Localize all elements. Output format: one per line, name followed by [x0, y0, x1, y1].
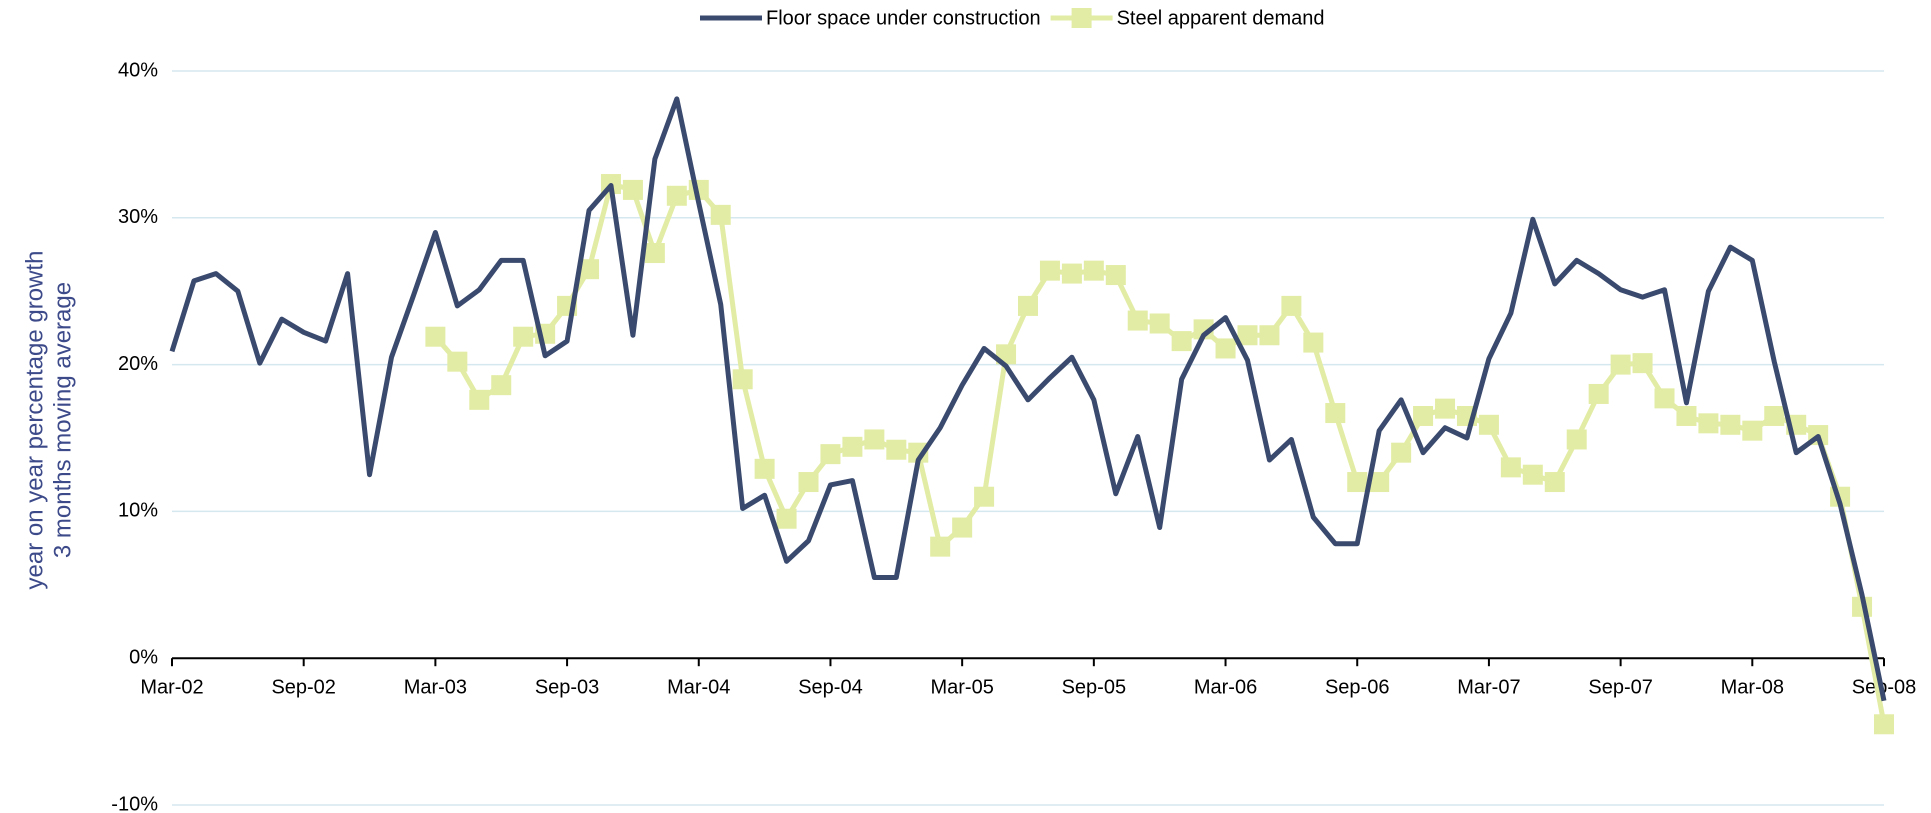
marker	[754, 458, 775, 479]
x-tick-label: Sep-03	[535, 676, 600, 698]
marker	[864, 429, 885, 450]
marker	[974, 486, 995, 507]
x-tick-label: Mar-03	[404, 676, 467, 698]
marker	[1500, 457, 1521, 478]
marker	[1061, 263, 1082, 284]
x-tick-label: Sep-07	[1588, 676, 1653, 698]
marker	[425, 326, 446, 347]
x-tick-label: Mar-08	[1721, 676, 1784, 698]
legend-label: Steel apparent demand	[1117, 7, 1325, 29]
y-tick-label: 0%	[129, 646, 158, 668]
y-tick-label: -10%	[111, 793, 158, 813]
marker	[908, 442, 929, 463]
y-axis-label: year on year percentage growth	[21, 251, 48, 590]
marker	[1149, 313, 1170, 334]
marker	[579, 259, 600, 280]
marker	[491, 375, 512, 396]
marker	[469, 389, 490, 410]
marker	[1171, 331, 1192, 352]
marker	[447, 351, 468, 372]
marker	[1544, 472, 1565, 493]
marker	[798, 472, 819, 493]
marker	[952, 517, 973, 538]
marker	[1039, 260, 1060, 281]
x-tick-label: Sep-06	[1325, 676, 1390, 698]
marker	[1698, 413, 1719, 434]
marker	[1215, 338, 1236, 359]
marker	[644, 243, 665, 264]
marker	[1742, 420, 1763, 441]
marker	[1237, 325, 1258, 346]
marker	[1720, 414, 1741, 435]
marker	[1259, 325, 1280, 346]
marker	[622, 179, 643, 200]
marker	[1676, 405, 1697, 426]
y-tick-label: 20%	[118, 353, 158, 375]
marker	[1018, 295, 1038, 316]
marker	[1127, 310, 1148, 331]
marker	[1588, 383, 1609, 404]
marker	[820, 444, 841, 465]
y-axis-label: 3 months moving average	[49, 282, 76, 558]
x-tick-label: Sep-04	[798, 676, 863, 698]
marker	[1435, 398, 1456, 419]
marker	[1083, 260, 1104, 281]
marker	[1303, 332, 1324, 353]
marker	[842, 436, 863, 457]
marker	[1281, 295, 1302, 316]
marker	[886, 439, 907, 460]
line	[169, 96, 1887, 702]
marker	[1654, 388, 1675, 409]
marker	[1632, 353, 1653, 374]
marker	[513, 326, 534, 347]
x-tick-label: Mar-04	[667, 676, 730, 698]
marker	[930, 536, 951, 557]
marker	[1566, 429, 1587, 450]
marker	[710, 204, 731, 225]
x-tick-label: Mar-02	[140, 676, 203, 698]
y-tick-label: 30%	[118, 206, 158, 228]
legend-label: Floor space under construction	[766, 7, 1041, 29]
marker	[1347, 472, 1368, 493]
marker	[1391, 442, 1412, 463]
marker	[1874, 714, 1894, 735]
line	[433, 181, 1887, 725]
marker	[1522, 464, 1543, 485]
marker	[1369, 472, 1390, 493]
y-tick-label: 10%	[118, 500, 158, 522]
marker	[1610, 354, 1631, 375]
x-tick-label: Sep-08	[1852, 676, 1917, 698]
x-tick-label: Mar-05	[930, 676, 993, 698]
marker	[1325, 403, 1346, 424]
x-tick-label: Mar-06	[1194, 676, 1257, 698]
marker	[1478, 414, 1499, 435]
x-tick-label: Sep-02	[271, 676, 336, 698]
x-tick-label: Sep-05	[1062, 676, 1127, 698]
marker	[732, 369, 753, 390]
y-tick-label: 40%	[118, 59, 158, 81]
marker	[776, 508, 797, 529]
x-tick-label: Mar-07	[1457, 676, 1520, 698]
marker	[1105, 265, 1126, 286]
marker	[666, 185, 687, 206]
marker	[1413, 405, 1434, 426]
legend-marker	[1071, 8, 1092, 28]
marker	[1764, 405, 1785, 426]
